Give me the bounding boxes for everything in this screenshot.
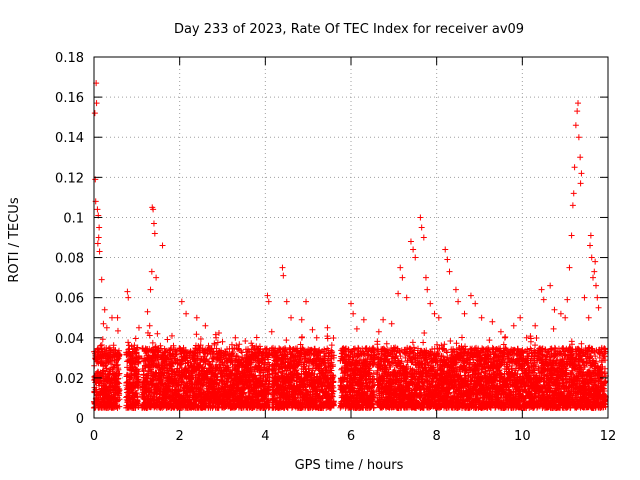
data-point bbox=[115, 385, 122, 392]
data-point bbox=[134, 398, 141, 405]
data-point bbox=[107, 388, 114, 395]
data-point bbox=[115, 366, 122, 373]
data-point bbox=[114, 397, 121, 404]
data-point bbox=[197, 336, 204, 343]
data-point bbox=[116, 403, 123, 410]
data-point bbox=[242, 338, 249, 345]
data-point bbox=[147, 387, 154, 394]
data-point bbox=[374, 341, 381, 348]
data-point bbox=[102, 362, 109, 369]
data-point bbox=[131, 342, 138, 349]
data-point bbox=[134, 344, 141, 351]
data-point bbox=[116, 396, 123, 403]
chart-title: Day 233 of 2023, Rate Of TEC Index for r… bbox=[174, 22, 524, 37]
data-point bbox=[149, 339, 156, 346]
data-point bbox=[133, 346, 140, 353]
data-point bbox=[155, 353, 162, 360]
data-point bbox=[383, 340, 390, 347]
data-point bbox=[353, 325, 360, 332]
data-points bbox=[90, 80, 609, 411]
data-point bbox=[99, 336, 106, 343]
data-point bbox=[328, 342, 335, 349]
data-point bbox=[135, 368, 142, 375]
data-point bbox=[193, 331, 200, 338]
data-point bbox=[116, 351, 123, 358]
data-point bbox=[103, 365, 110, 372]
data-point bbox=[108, 361, 115, 368]
data-point bbox=[253, 334, 260, 341]
data-point bbox=[116, 380, 123, 387]
data-point bbox=[132, 350, 139, 357]
data-point bbox=[148, 368, 155, 375]
data-point bbox=[164, 336, 171, 343]
data-point bbox=[146, 332, 153, 339]
data-point bbox=[135, 354, 142, 361]
data-point bbox=[168, 332, 175, 339]
data-point bbox=[330, 334, 337, 341]
data-point bbox=[116, 387, 123, 394]
data-point bbox=[299, 333, 306, 340]
data-point bbox=[125, 339, 132, 346]
data-point bbox=[98, 345, 105, 352]
data-point bbox=[116, 370, 123, 377]
data-point bbox=[135, 376, 142, 383]
data-point bbox=[133, 390, 140, 397]
data-point bbox=[114, 327, 121, 334]
data-point bbox=[98, 342, 105, 349]
data-point bbox=[167, 362, 174, 369]
data-point bbox=[283, 337, 290, 344]
data-point bbox=[132, 335, 139, 342]
data-point bbox=[128, 351, 135, 358]
data-point bbox=[110, 342, 117, 349]
